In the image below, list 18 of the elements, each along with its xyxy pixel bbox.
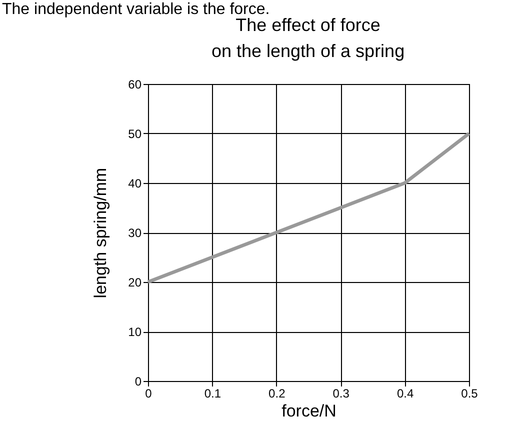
y-tick-label: 50 (128, 127, 142, 141)
x-tick-label: 0.5 (461, 386, 478, 400)
x-tick-label: 0.3 (332, 386, 350, 400)
x-tick-label: 0.1 (204, 386, 222, 400)
y-tick-label: 30 (128, 226, 142, 240)
y-tick-label: 0 (134, 374, 142, 388)
x-tick-label: 0.4 (396, 386, 414, 400)
y-tick-label: 20 (128, 276, 142, 290)
x-tick-label: 0.2 (268, 386, 286, 400)
y-tick-label: 60 (128, 78, 142, 92)
y-tick-label: 40 (128, 176, 142, 190)
x-tick-label: 0 (145, 386, 152, 400)
y-tick-label: 10 (128, 325, 142, 339)
chart-title: The effect of force on the length of a spring (211, 15, 405, 61)
text: The independent variable is the force. (2, 1, 270, 18)
line-series (146, 132, 471, 284)
x-axis-title: force/N (282, 402, 336, 420)
y-axis-title: length spring/mm (91, 168, 110, 298)
